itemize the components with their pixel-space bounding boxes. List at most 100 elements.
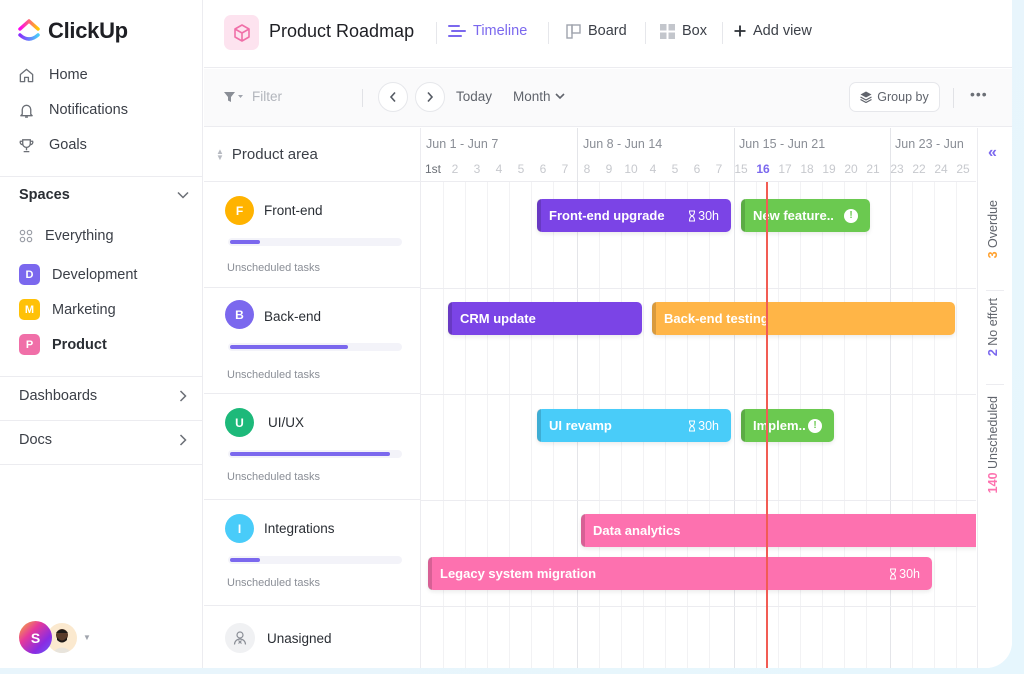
chevron-right-icon (427, 91, 434, 103)
tab-board[interactable]: Board (566, 23, 627, 39)
unscheduled-tasks-link[interactable]: Unscheduled tasks (227, 369, 320, 381)
space-label: Everything (45, 228, 114, 244)
unscheduled-tasks-link[interactable]: Unscheduled tasks (227, 471, 320, 483)
scale-label: Month (513, 89, 551, 104)
scale-dropdown[interactable]: Month (513, 89, 565, 104)
collapse-icon[interactable]: « (988, 144, 997, 161)
area-name: Front-end (264, 203, 323, 218)
day-label: 24 (934, 162, 948, 176)
sort-icon[interactable]: ▲ ▼ (216, 146, 224, 162)
sidebar-divider (0, 176, 203, 177)
divider (986, 384, 1004, 385)
filter-button[interactable]: Filter (224, 89, 282, 104)
unscheduled-count: 140 (986, 468, 1000, 494)
week-divider (734, 128, 735, 668)
section-dashboards[interactable]: Dashboards (19, 388, 187, 404)
task-label: New feature.. (753, 208, 834, 223)
task-bar-ui-revamp[interactable]: UI revamp 30h (537, 409, 731, 442)
task-bar-back-end-testing[interactable]: Back-end testing (652, 302, 955, 335)
unassigned-user-icon (225, 623, 255, 653)
add-view-button[interactable]: Add view (734, 23, 812, 39)
area-row-ui-ux[interactable]: U UI/UX Unscheduled tasks (204, 394, 420, 500)
tab-timeline[interactable]: Timeline (448, 23, 527, 39)
progress-fill (230, 558, 260, 562)
trophy-icon (19, 138, 34, 152)
row-divider (421, 288, 976, 289)
task-bar-new-feature[interactable]: New feature.. ! (741, 199, 870, 232)
chevron-down-icon[interactable] (177, 191, 189, 199)
space-everything[interactable]: Everything (19, 228, 114, 244)
area-row-integrations[interactable]: I Integrations Unscheduled tasks (204, 500, 420, 606)
week-divider (577, 128, 578, 668)
day-label: 4 (649, 162, 657, 176)
unscheduled-tasks-link[interactable]: Unscheduled tasks (227, 262, 320, 274)
sidebar-divider (0, 464, 203, 465)
progress-bar (228, 450, 402, 458)
grid-line (487, 182, 488, 668)
week-label: Jun 15 - Jun 21 (739, 137, 826, 151)
today-button[interactable]: Today (456, 89, 493, 104)
grid-dots-icon (19, 229, 33, 243)
space-badge: D (19, 264, 40, 285)
divider (953, 88, 954, 108)
progress-bar (228, 238, 402, 246)
overdue-label: Overdue (986, 200, 1000, 248)
app-name: ClickUp (48, 18, 128, 43)
area-avatar: F (225, 196, 254, 225)
project-icon (224, 15, 259, 50)
next-button[interactable] (415, 82, 445, 112)
tab-label: Timeline (473, 23, 528, 39)
space-badge: M (19, 299, 40, 320)
filter-icon (224, 91, 243, 102)
task-bar-crm-update[interactable]: CRM update (448, 302, 642, 335)
filter-label: Filter (252, 89, 282, 104)
tab-box[interactable]: Box (660, 23, 707, 39)
day-label: 17 (778, 162, 792, 176)
progress-bar (228, 556, 402, 564)
layers-icon (860, 91, 873, 103)
rail-unscheduled[interactable]: 140 Unscheduled (986, 396, 1000, 493)
rail-overdue[interactable]: 3 Overdue (986, 200, 1000, 258)
task-bar-data-analytics[interactable]: Data analytics (581, 514, 976, 547)
nav-goals[interactable]: Goals (18, 134, 87, 156)
hourglass-icon (890, 568, 897, 579)
space-marketing[interactable]: M Marketing (19, 299, 116, 320)
section-docs[interactable]: Docs (19, 432, 187, 448)
box-grid-icon (660, 23, 675, 39)
area-row-front-end[interactable]: F Front-end Unscheduled tasks (204, 182, 420, 288)
week-label: Jun 23 - Jun (895, 137, 964, 151)
unscheduled-tasks-link[interactable]: Unscheduled tasks (227, 577, 320, 589)
clickup-logo[interactable]: ClickUp (18, 18, 128, 44)
week-divider (890, 128, 891, 668)
task-bar-legacy-system-migration[interactable]: Legacy system migration 30h (428, 557, 932, 590)
progress-bar (228, 343, 402, 351)
space-product[interactable]: P Product (19, 334, 107, 355)
grid-line (509, 182, 510, 668)
group-by-button[interactable]: Group by (849, 82, 940, 112)
task-label: Front-end upgrade (549, 208, 665, 223)
product-area-header[interactable]: ▲ ▼ Product area (204, 128, 420, 182)
user-menu[interactable]: S ▼ (19, 621, 91, 654)
progress-fill (230, 452, 391, 456)
row-divider (421, 606, 976, 607)
sidebar-divider (0, 420, 203, 421)
divider (722, 22, 723, 44)
task-bar-implementation[interactable]: Implem.. ! (741, 409, 834, 442)
task-bar-front-end-upgrade[interactable]: Front-end upgrade 30h (537, 199, 731, 232)
area-row-back-end[interactable]: B Back-end Unscheduled tasks (204, 288, 420, 394)
nav-home[interactable]: Home (18, 64, 88, 86)
area-row-unassigned[interactable]: Unasigned (204, 606, 420, 668)
space-development[interactable]: D Development (19, 264, 137, 285)
spaces-header[interactable]: Spaces (19, 187, 189, 203)
grid-line (934, 182, 935, 668)
divider (548, 22, 549, 44)
nav-notifications[interactable]: Notifications (18, 99, 128, 121)
task-label: CRM update (460, 311, 536, 326)
divider (986, 290, 1004, 291)
avatar: S (19, 621, 52, 654)
rail-no-effort[interactable]: 2 No effort (986, 298, 1000, 356)
hourglass-icon (689, 210, 696, 221)
more-options-icon[interactable]: ••• (970, 86, 988, 102)
prev-button[interactable] (378, 82, 408, 112)
day-label: 7 (715, 162, 723, 176)
